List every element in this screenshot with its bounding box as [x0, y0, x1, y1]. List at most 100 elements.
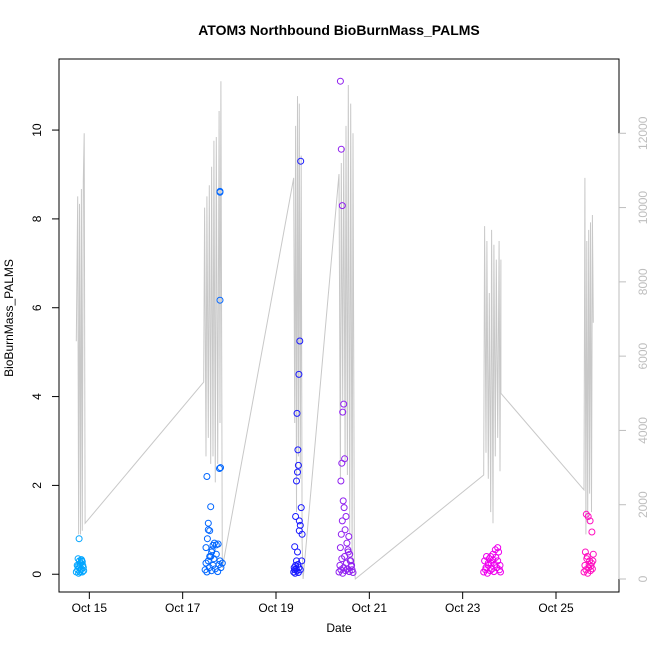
y2-tick-label: 10000	[636, 191, 650, 225]
data-point	[337, 477, 345, 485]
data-point	[496, 561, 504, 569]
data-point	[296, 566, 304, 574]
data-point	[210, 539, 218, 547]
data-point	[217, 464, 224, 472]
data-point	[489, 556, 497, 564]
data-point	[340, 504, 348, 512]
data-point	[202, 559, 210, 567]
data-point	[335, 568, 343, 576]
data-point	[294, 548, 301, 556]
y2-tick-label: 0	[636, 575, 650, 582]
data-point	[342, 513, 350, 520]
data-point	[581, 548, 589, 556]
data-point	[203, 535, 211, 543]
data-point	[337, 145, 345, 153]
data-point	[204, 526, 212, 534]
data-point	[494, 544, 502, 552]
data-point	[295, 527, 303, 535]
data-point	[80, 567, 88, 575]
data-point	[75, 535, 83, 543]
data-point	[216, 296, 224, 304]
x-tick-label: Oct 21	[352, 601, 388, 615]
data-point	[296, 337, 304, 345]
data-point	[340, 400, 348, 408]
y2-tick-label: 4000	[636, 417, 650, 444]
data-point	[218, 559, 226, 567]
data-point	[214, 540, 222, 548]
altitude-trace	[75, 81, 594, 580]
y-tick-label: 4	[30, 393, 44, 400]
data-point	[291, 543, 299, 551]
data-point	[216, 557, 224, 565]
y-tick-label: 0	[30, 571, 44, 578]
y2-tick-label: 12000	[636, 116, 650, 150]
data-point	[346, 550, 354, 558]
data-point	[583, 553, 591, 560]
data-point	[78, 568, 86, 576]
data-point	[206, 553, 214, 560]
data-point	[294, 461, 302, 469]
data-point	[207, 503, 215, 511]
data-point	[293, 557, 300, 565]
data-point	[586, 517, 594, 525]
x-tick-label: Oct 15	[72, 601, 108, 615]
data-point	[589, 550, 597, 558]
axes: Oct 15 Oct 17 Oct 19 Oct 21 Oct 23 Oct 25 0 2 4 6…	[30, 116, 650, 615]
data-point	[582, 510, 590, 518]
data-point	[339, 497, 347, 505]
data-point	[584, 513, 592, 520]
y2-tick-label: 8000	[636, 268, 650, 295]
data-point	[585, 561, 593, 568]
data-point	[293, 409, 301, 417]
chart-title: ATOM3 Northbound BioBurnMass_PALMS	[198, 22, 480, 38]
data-point	[294, 468, 301, 476]
y-tick-label: 2	[30, 482, 44, 489]
data-point	[339, 408, 347, 416]
y-tick-label: 8	[30, 215, 44, 222]
data-point	[336, 561, 344, 569]
data-point	[217, 564, 225, 572]
data-point	[295, 517, 303, 525]
data-point	[203, 473, 211, 480]
data-point	[344, 546, 352, 554]
x-tick-label: Oct 23	[445, 601, 481, 615]
data-point	[293, 477, 300, 485]
plot-area	[72, 77, 597, 580]
data-point	[338, 517, 346, 525]
data-point	[349, 569, 357, 576]
x-axis-label: Date	[326, 621, 352, 635]
x-tick-label: Oct 17	[165, 601, 201, 615]
data-point	[580, 568, 588, 576]
data-point	[491, 546, 499, 554]
data-point	[343, 539, 351, 547]
data-point	[204, 519, 212, 527]
y-tick-label: 10	[30, 123, 44, 137]
x-tick-label: Oct 19	[258, 601, 294, 615]
data-point	[588, 528, 596, 536]
y2-tick-label: 2000	[636, 491, 650, 518]
x-tick-label: Oct 25	[538, 601, 574, 615]
data-point	[78, 558, 86, 566]
data-point	[296, 521, 304, 529]
data-point	[336, 544, 344, 552]
data-point	[342, 567, 349, 575]
data-point	[208, 548, 216, 556]
data-point	[345, 533, 353, 540]
y-tick-label: 6	[30, 304, 44, 311]
data-point	[216, 187, 224, 195]
data-point	[292, 513, 300, 520]
plot-frame	[58, 58, 620, 593]
data-point	[298, 557, 306, 565]
data-point	[341, 526, 349, 534]
data-point	[487, 553, 495, 560]
data-point	[348, 561, 356, 569]
data-point	[497, 568, 504, 576]
data-point	[347, 557, 355, 565]
data-point	[589, 557, 597, 565]
data-point	[297, 157, 305, 165]
data-point	[337, 530, 345, 538]
data-point	[336, 77, 344, 85]
data-point	[338, 202, 346, 210]
data-point	[74, 562, 82, 570]
